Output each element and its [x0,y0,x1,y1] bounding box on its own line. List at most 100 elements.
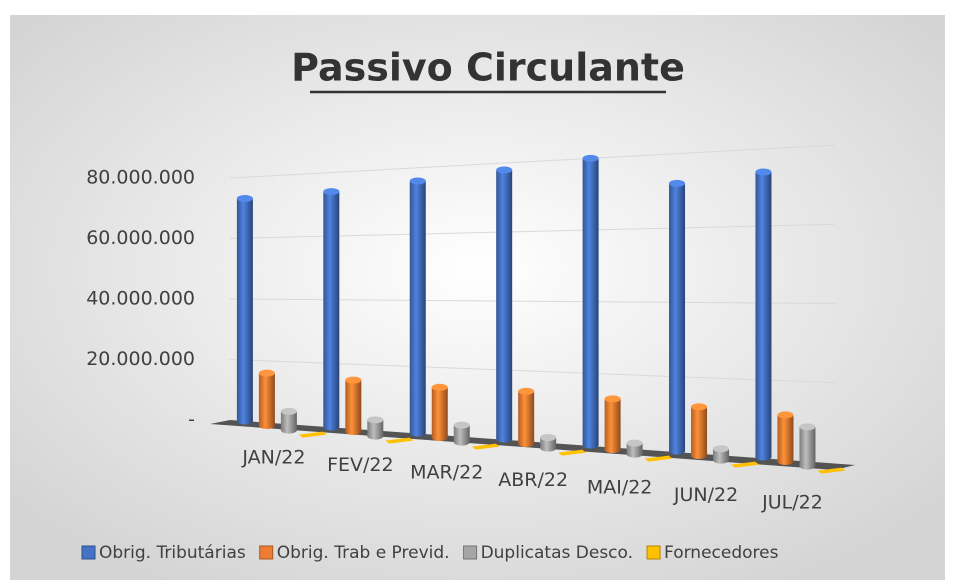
grid-line [229,144,836,179]
bar [323,188,340,431]
bar-body [582,158,599,449]
bar-shape [471,443,500,450]
y-tick-label: 60.000.000 [86,227,195,249]
bar-top [345,376,362,384]
bar-body [604,398,621,454]
bar-body [777,414,794,466]
chart-background [10,15,945,580]
bar [298,431,327,438]
bar-top [496,166,513,174]
bar [431,383,448,442]
y-tick-label: 20.000.000 [86,348,195,370]
bar [540,434,557,452]
bar-top [367,416,384,424]
bar [713,445,730,464]
chart-title: Passivo Circulante [291,46,685,90]
bar-top [755,168,772,176]
bar-body [669,183,686,455]
bar [409,177,426,437]
bar [496,166,513,443]
bar [471,443,500,450]
x-tick-label: JUL/22 [761,492,823,514]
bar-top [582,154,599,162]
bar-top [258,369,275,377]
y-tick-label: - [188,409,195,431]
bar [453,421,470,446]
bar-top [604,395,621,403]
bar-body [236,198,253,425]
bar-body [431,387,448,442]
legend-label: Obrig. Trab e Previd. [277,543,450,563]
bar-top [280,407,297,415]
bar [817,467,846,474]
bar [236,195,253,425]
bar [558,449,587,456]
bar-body [258,373,275,430]
bar-top [236,195,253,203]
bar-body [280,411,297,434]
bar [777,411,794,466]
bar [799,423,816,470]
bar [345,376,362,436]
x-tick-label: FEV/22 [327,454,394,476]
bar [367,416,384,440]
bar-body [345,380,362,436]
x-tick-label: JUN/22 [673,484,738,506]
bar-body [496,169,513,443]
bar [385,437,414,444]
x-tick-label: MAI/22 [587,477,653,499]
bar-shape [558,449,587,456]
bar-top [323,188,340,196]
legend-swatch [259,545,274,560]
bar [644,455,673,462]
bar [604,395,621,454]
bar-top [453,421,470,429]
legend-swatch [81,545,96,560]
bar-body [713,448,730,464]
bar-body [453,425,470,446]
bar [731,461,760,468]
bar-body [540,437,557,452]
y-tick-label: 80.000.000 [86,167,195,189]
bar-top [518,387,535,395]
legend-label: Obrig. Tributárias [99,543,246,563]
bar [582,154,599,449]
bar-top [626,439,643,447]
legend-swatch [646,545,661,560]
legend-label: Duplicatas Desco. [481,543,633,563]
bar-top [777,411,794,419]
bar-top [409,177,426,185]
bar-top [431,383,448,391]
bar-body [409,181,426,437]
bar-shape [644,455,673,462]
bar-shape [731,461,760,468]
bar-top [713,445,730,453]
bar-top [540,434,557,442]
y-tick-label: 40.000.000 [86,288,195,310]
bar-shape [817,467,846,474]
bar-shape [385,437,414,444]
bar-top [691,403,708,411]
bar-body [755,172,772,461]
bar-top [669,179,686,187]
bar-body [518,391,535,448]
bar [691,403,708,460]
bar-shape [298,431,327,438]
bar-body [323,191,340,431]
legend-label: Fornecedores [664,543,779,563]
bar-body [691,406,708,460]
bar [755,168,772,461]
x-tick-label: MAR/22 [410,462,483,484]
bar [258,369,275,430]
bar-body [367,419,384,440]
bar-body [626,443,643,458]
x-tick-label: ABR/22 [498,469,568,491]
x-tick-label: JAN/22 [241,447,305,469]
bar-body [799,426,816,470]
bar [669,179,686,455]
bar [280,407,297,434]
bar-top [799,423,816,431]
legend-swatch [463,545,478,560]
bar [626,439,643,458]
